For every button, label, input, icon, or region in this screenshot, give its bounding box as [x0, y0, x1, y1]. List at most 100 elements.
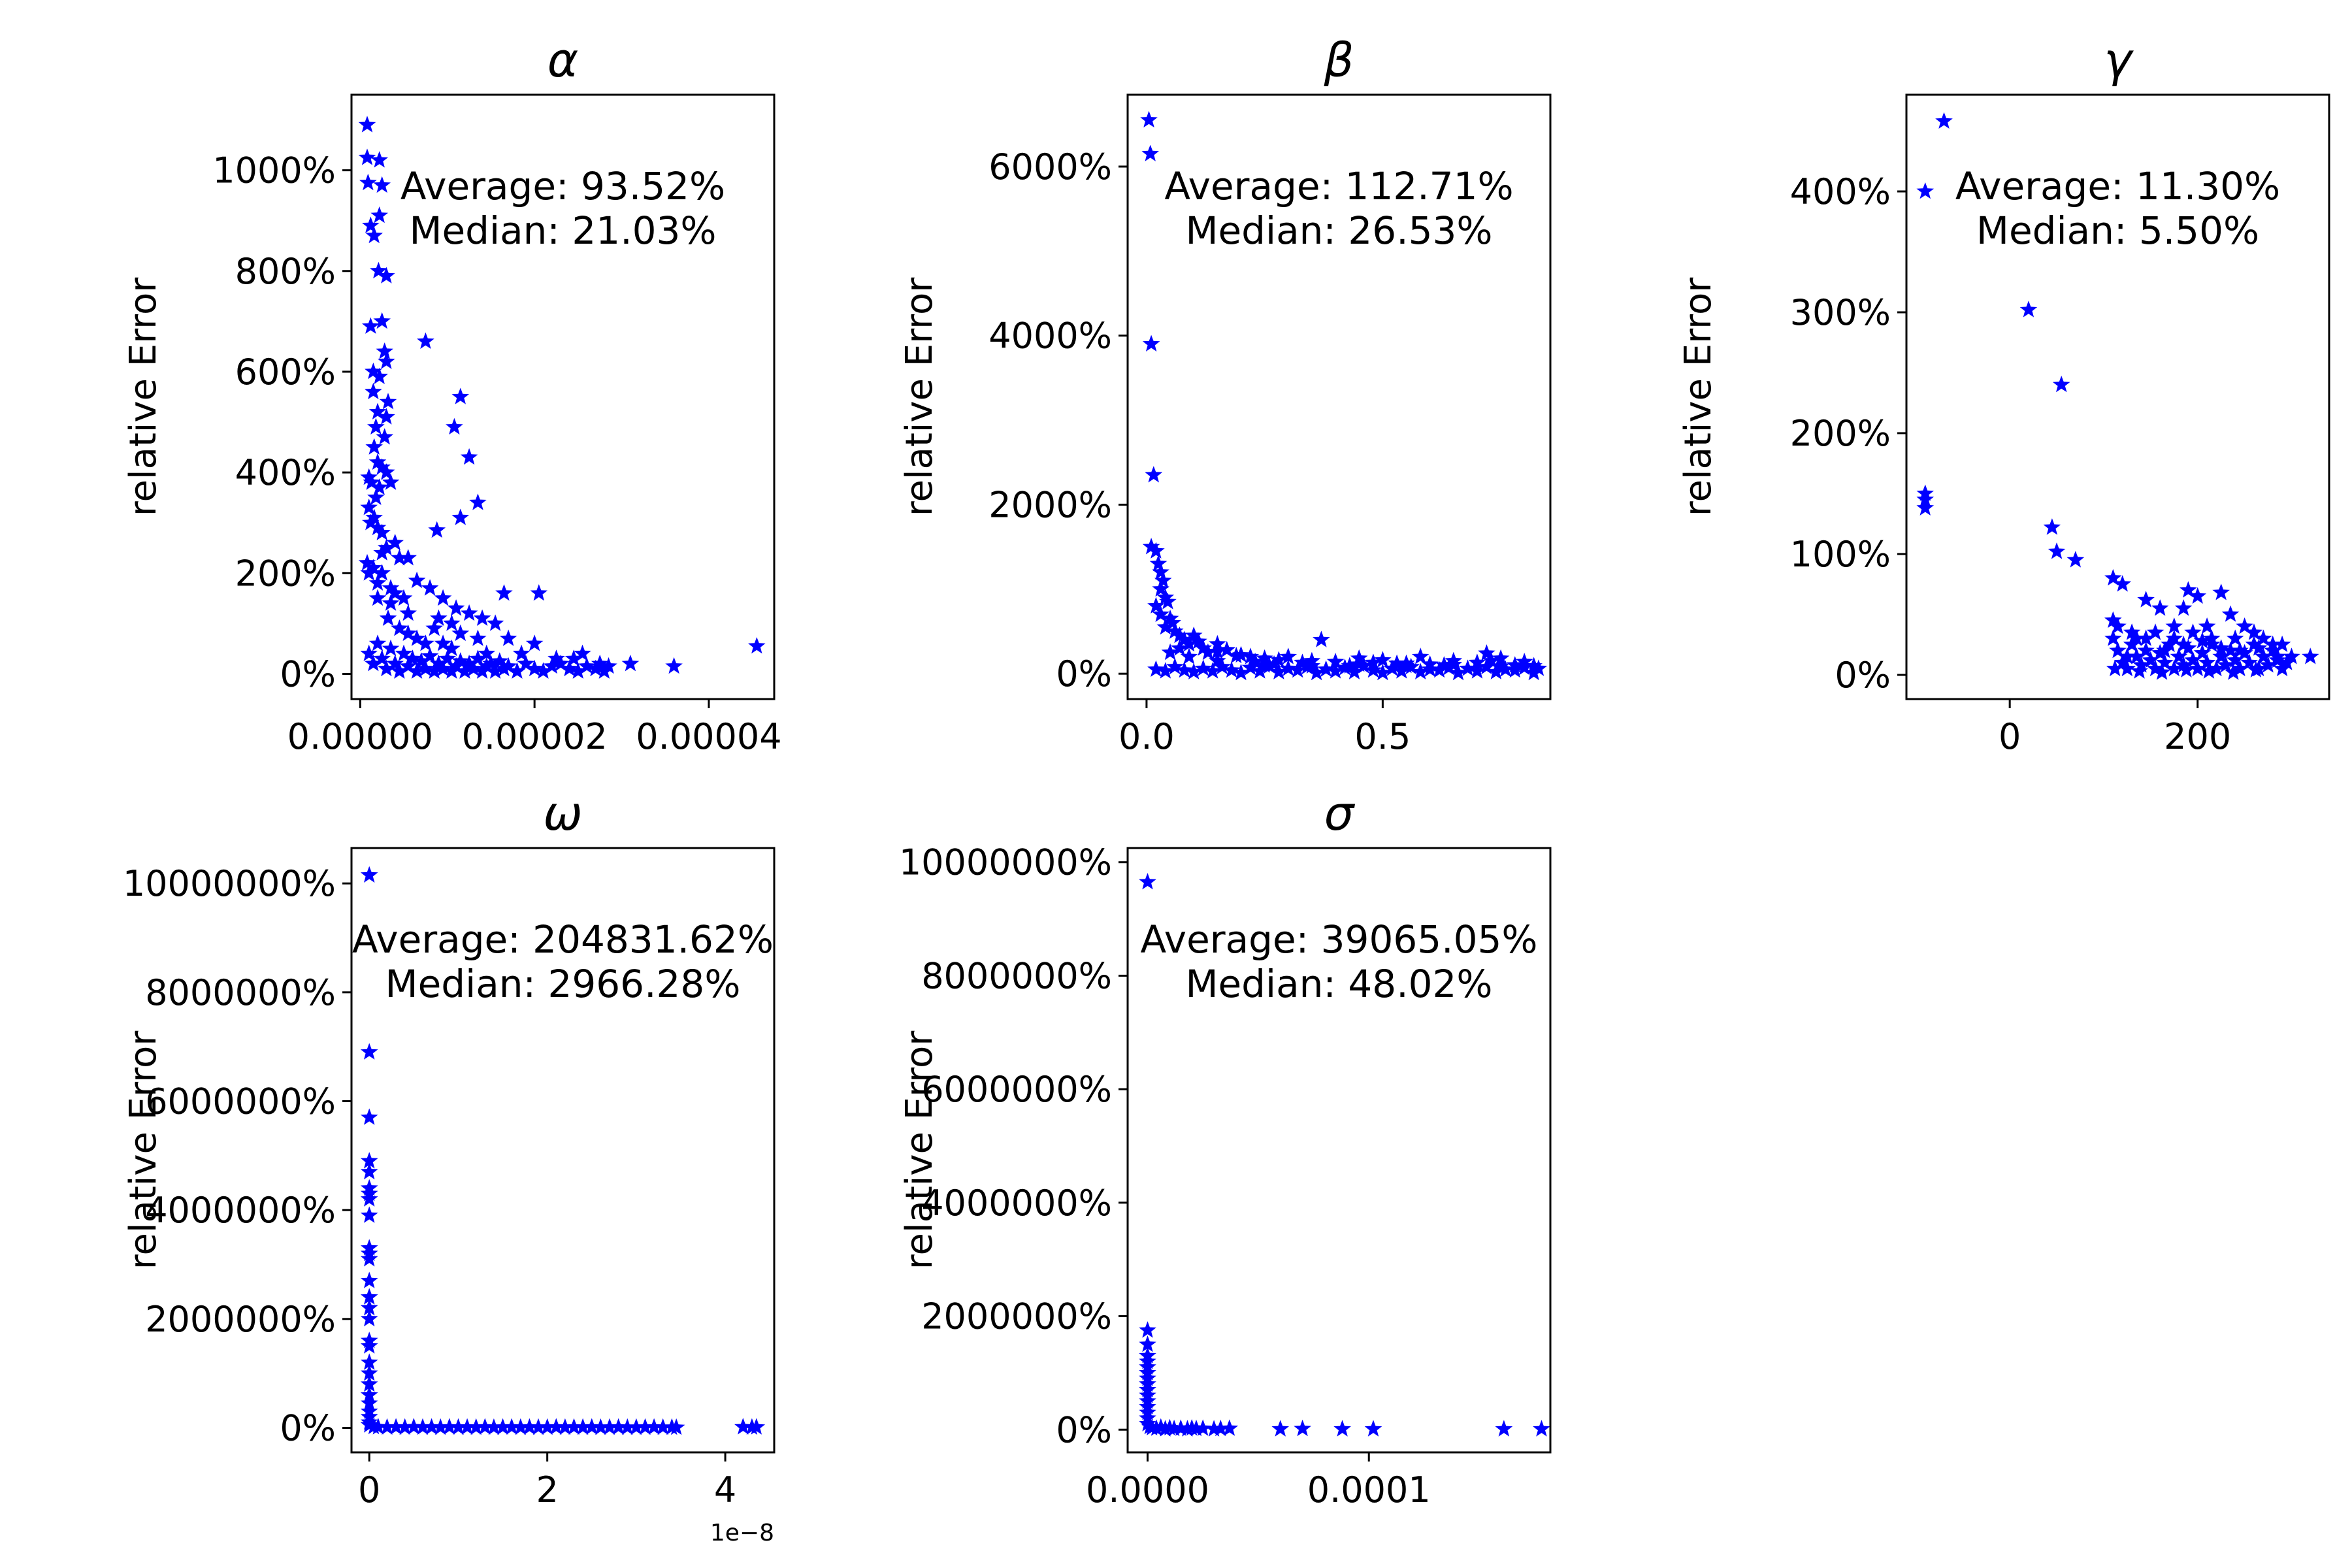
scatter-point — [1175, 661, 1194, 678]
subplot-title: γ — [2104, 33, 2134, 88]
scatter-point — [1171, 639, 1188, 656]
scatter-point — [618, 1418, 636, 1435]
scatter-point — [358, 553, 376, 571]
scatter-point — [2245, 635, 2263, 653]
scatter-point — [451, 387, 470, 404]
scatter-point — [2208, 659, 2225, 677]
scatter-point — [359, 173, 377, 191]
average-annotation: Average: 112.71% — [1164, 164, 1513, 208]
scatter-point — [583, 1418, 601, 1435]
scatter-point — [378, 1418, 396, 1435]
scatter-point — [1333, 1420, 1351, 1437]
scatter-point — [365, 438, 383, 455]
scatter-point — [396, 1418, 414, 1435]
scatter-point — [1265, 655, 1283, 672]
scatter-point — [645, 1418, 663, 1435]
scatter-point — [365, 559, 382, 576]
scatter-point — [478, 657, 496, 674]
scatter-point — [408, 571, 426, 589]
scatter-point — [2226, 651, 2244, 668]
scatter-point — [547, 1418, 565, 1435]
scatter-point — [378, 267, 395, 284]
scatter-point — [1205, 1420, 1223, 1437]
scatter-point — [1156, 662, 1175, 679]
scatter-point — [2153, 663, 2171, 680]
y-axis-label: relative Error — [898, 1030, 941, 1270]
scatter-point — [2184, 623, 2202, 640]
scatter-point — [1430, 661, 1448, 678]
scatter-point — [360, 1299, 378, 1316]
y-tick-label: 10000000% — [899, 842, 1112, 883]
scatter-point — [2301, 647, 2319, 664]
scatter-point — [1388, 654, 1406, 671]
scatter-point — [1209, 642, 1226, 659]
scatter-point — [368, 589, 387, 606]
scatter-point — [1175, 630, 1194, 647]
scatter-point — [530, 584, 548, 601]
scatter-point — [399, 624, 417, 642]
scatter-point — [1222, 661, 1241, 678]
scatter-point — [2174, 599, 2193, 616]
scatter-point — [1350, 655, 1368, 672]
scatter-point — [1449, 663, 1467, 681]
plot-area — [350, 847, 776, 1454]
scatter-point — [2104, 629, 2122, 646]
scatter-point — [1147, 596, 1165, 613]
y-tick-label: 1000% — [212, 150, 336, 191]
x-tick-label: 0.0 — [1119, 716, 1175, 757]
scatter-point — [2249, 639, 2268, 656]
scatter-point — [2240, 653, 2259, 670]
scatter-point — [1209, 651, 1226, 669]
scatter-point — [486, 662, 504, 679]
scatter-point — [2178, 661, 2195, 678]
scatter-point — [421, 647, 439, 664]
subplot-title: β — [1324, 33, 1354, 88]
scatter-point — [368, 634, 387, 651]
scatter-point — [551, 655, 570, 672]
scatter-point — [465, 659, 483, 677]
scatter-point — [2066, 551, 2085, 568]
scatter-point — [379, 393, 397, 410]
y-tick-label: 400% — [235, 452, 336, 493]
average-annotation: Average: 204831.62% — [352, 917, 774, 962]
subplot-1: α relative Error 0% 200% 400% 600% 800% 1000% 0.… — [122, 33, 782, 757]
scatter-point — [2019, 301, 2038, 318]
scatter-point — [382, 639, 400, 657]
scatter-point — [373, 312, 391, 329]
y-axis-label: relative Error — [1677, 277, 1720, 517]
scatter-point — [600, 1418, 619, 1435]
scatter-point — [365, 508, 383, 525]
y-tick-label: 600% — [235, 351, 336, 393]
scatter-point — [399, 549, 417, 566]
scatter-point — [2193, 644, 2212, 661]
scatter-point — [367, 488, 385, 505]
scatter-point — [449, 1418, 467, 1435]
scatter-point — [1184, 662, 1203, 679]
scatter-point — [382, 594, 400, 611]
y-tick-label: 4000% — [988, 316, 1112, 357]
scatter-point — [1180, 634, 1198, 652]
y-tick-label: 6000% — [988, 146, 1112, 188]
y-tick-label: 6000000% — [145, 1081, 336, 1122]
scatter-point — [517, 655, 535, 672]
scatter-point — [1294, 1420, 1311, 1437]
scatter-point — [1139, 873, 1156, 890]
scatter-point — [391, 662, 408, 679]
scatter-point — [2165, 629, 2183, 646]
scatter-point — [1171, 627, 1188, 644]
scatter-point — [543, 657, 561, 674]
scatter-point — [512, 644, 531, 661]
scatter-point — [368, 574, 387, 591]
y-tick-label: 4000000% — [921, 1183, 1112, 1224]
scatter-point — [1445, 655, 1463, 672]
scatter-point — [423, 1418, 440, 1435]
scatter-points — [360, 866, 766, 1435]
y-tick-label: 8000000% — [145, 972, 336, 1013]
scatter-point — [2180, 639, 2197, 656]
scatter-point — [373, 523, 391, 540]
scatter-point — [365, 655, 382, 672]
scatter-point — [431, 1418, 449, 1435]
subplot-2: β relative Error 0% 2000% 4000% 6000% 0.0 0.5 Av… — [898, 33, 1552, 757]
scatter-point — [502, 1418, 521, 1435]
scatter-point — [1139, 1321, 1156, 1338]
